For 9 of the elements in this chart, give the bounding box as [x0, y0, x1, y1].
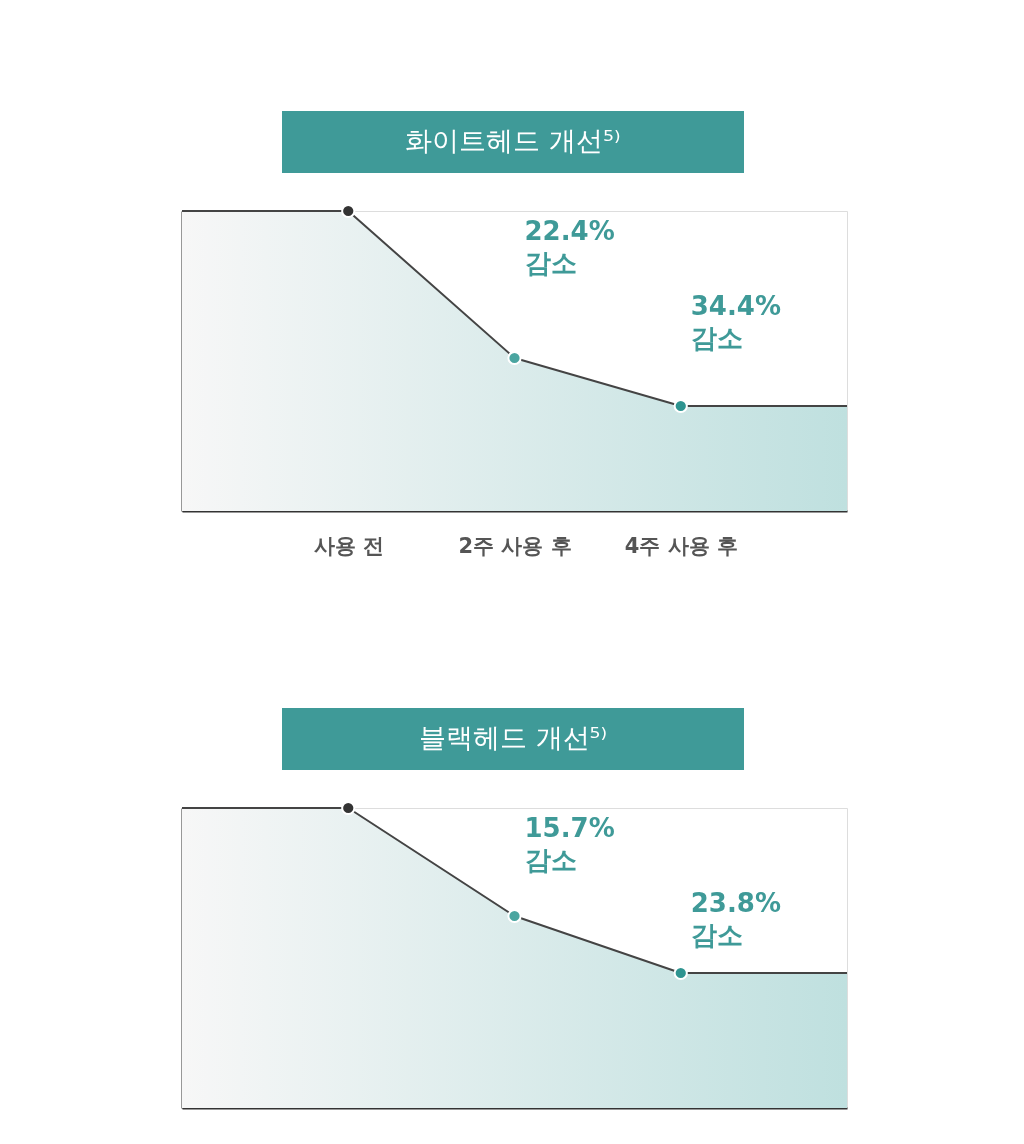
chart-title: 블랙헤드 개선⁵⁾	[418, 722, 608, 753]
chart-title: 화이트헤드 개선⁵⁾	[405, 125, 621, 156]
annotation: 22.4% 감소	[524, 216, 615, 278]
x-tick-label: 사용 전	[313, 533, 384, 558]
x-tick-label: 2주 사용 후	[458, 533, 572, 558]
x-tick-label: 4주 사용 후	[624, 533, 738, 558]
annotation: 15.7% 감소	[524, 813, 615, 875]
annotation: 23.8% 감소	[690, 888, 781, 950]
annotation: 34.4% 감소	[690, 291, 781, 353]
